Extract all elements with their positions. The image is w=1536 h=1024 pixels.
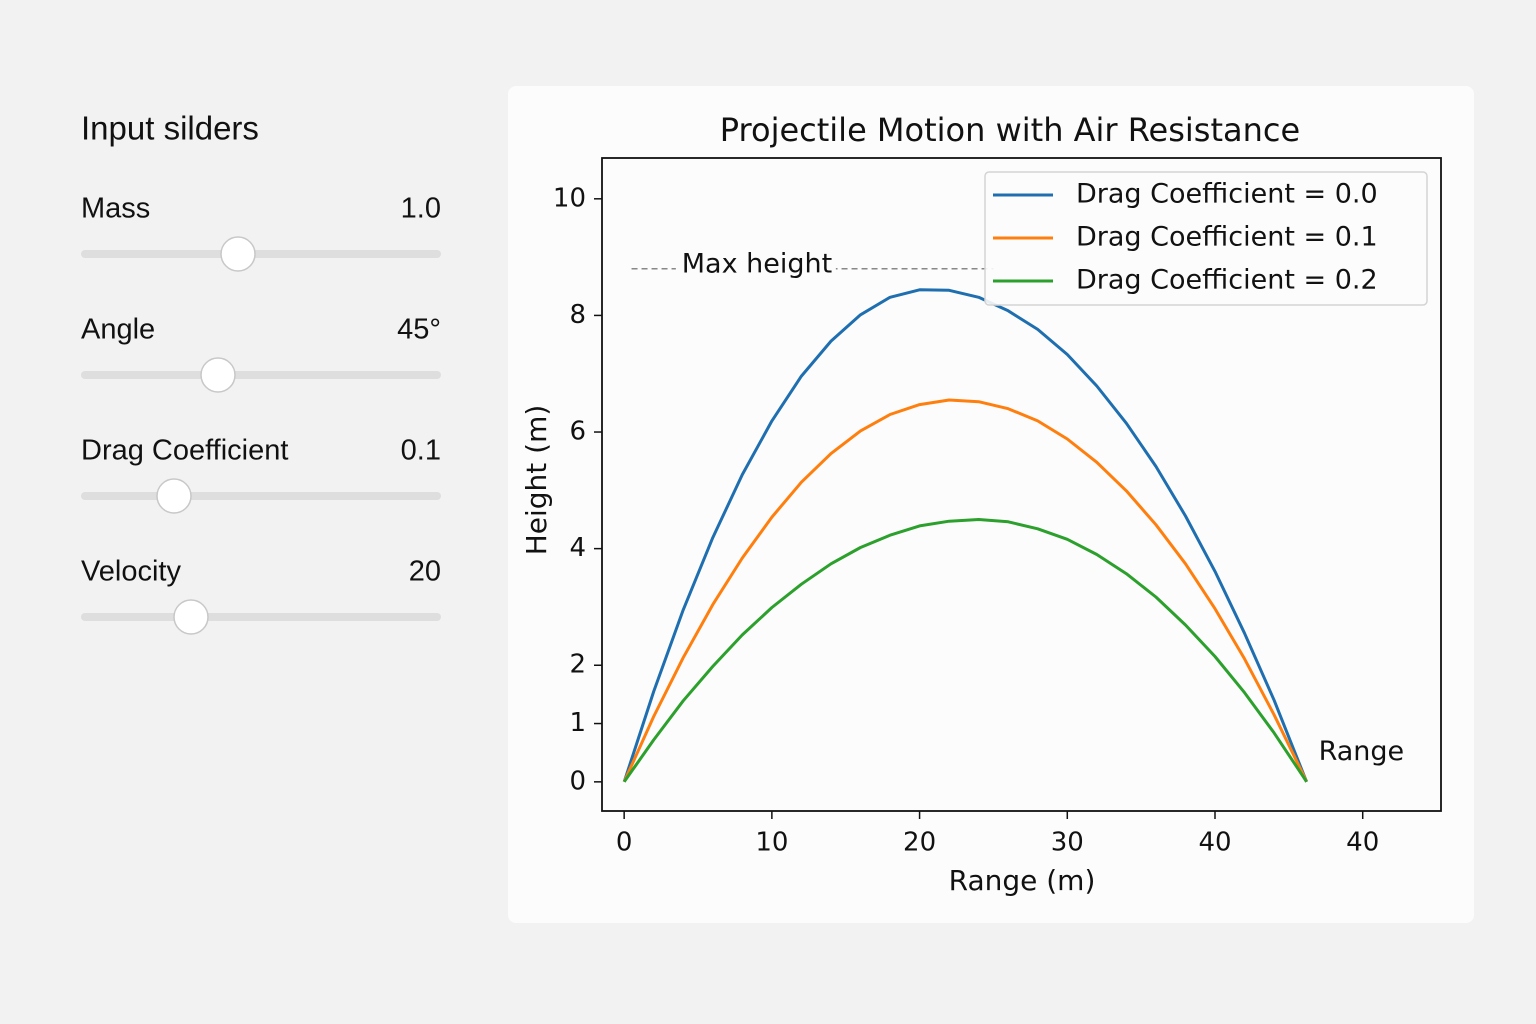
trajectory-line [622, 518, 1308, 783]
y-tick-label: 2 [569, 650, 586, 680]
slider-label: Mass [81, 193, 150, 225]
legend-box [984, 171, 1428, 306]
x-tick-label: 40 [1198, 828, 1231, 858]
plot: 0 10 20 30 40 40 0 1 2 4 6 8 10 Max height Range Drag C… [553, 157, 1442, 858]
slider-track[interactable] [81, 371, 441, 379]
x-tick-label: 30 [1051, 828, 1084, 858]
y-tick-label: 10 [553, 183, 586, 213]
axes-frame [601, 157, 1442, 812]
slider-value: 45° [397, 314, 441, 346]
x-tick-label: 10 [755, 828, 788, 858]
slider-thumb[interactable] [220, 236, 256, 272]
legend-label: Drag Coefficient = 0.0 [1076, 179, 1378, 210]
y-tick-label: 6 [569, 417, 586, 447]
slider-value: 0.1 [401, 435, 441, 467]
slider-value: 1.0 [401, 193, 441, 225]
slider-thumb[interactable] [173, 599, 209, 635]
slider-value: 20 [409, 556, 441, 588]
slider-thumb[interactable] [200, 357, 236, 393]
slider-label: Drag Coefficient [81, 435, 288, 467]
y-tick-label: 1 [569, 708, 586, 738]
annotation-bg [675, 252, 836, 285]
slider-track[interactable] [81, 492, 441, 500]
legend-label: Drag Coefficient = 0.1 [1076, 222, 1378, 253]
annotation-text: Range [1319, 736, 1405, 767]
annotation-text: Max height [682, 248, 832, 279]
chart-title: Projectile Motion with Air Resistance [720, 111, 1300, 149]
x-axis-label: Range (m) [949, 864, 1096, 897]
trajectory-line [622, 288, 1308, 783]
x-tick-label: 0 [616, 828, 633, 858]
y-tick-label: 4 [569, 533, 586, 563]
x-tick-label: 40 [1346, 828, 1379, 858]
slider-track[interactable] [81, 250, 441, 258]
y-tick-label: 0 [569, 766, 586, 796]
legend-label: Drag Coefficient = 0.2 [1076, 265, 1378, 296]
x-tick-label: 20 [903, 828, 936, 858]
slider-track[interactable] [81, 613, 441, 621]
y-tick-label: 8 [569, 300, 586, 330]
slider-label: Angle [81, 314, 155, 346]
slider-panel: Mass 1.0 Angle 45° Drag Coefficient 0.1 Veloci… [81, 193, 441, 635]
slider-thumb[interactable] [156, 478, 192, 514]
slider-label: Velocity [81, 556, 181, 588]
trajectory-line [622, 398, 1308, 783]
y-axis-label: Height (m) [520, 405, 553, 556]
panel-title: Input silders [81, 110, 259, 147]
